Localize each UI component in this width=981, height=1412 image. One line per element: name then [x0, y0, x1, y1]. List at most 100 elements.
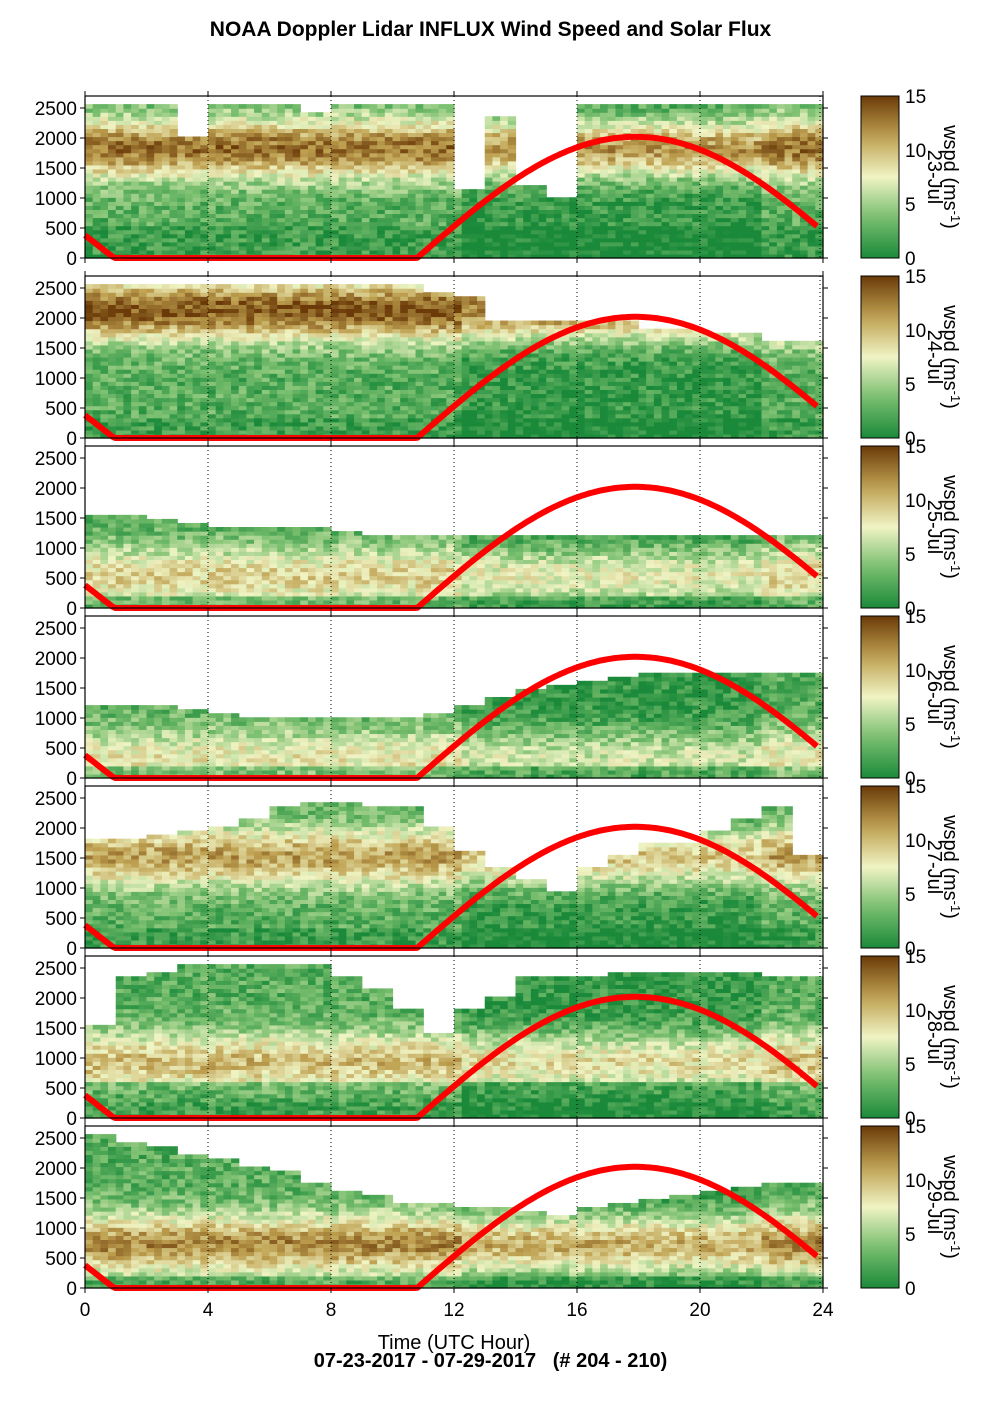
heatmap-cell	[769, 249, 778, 255]
heatmap-cell	[269, 373, 278, 378]
heatmap-cell	[569, 221, 578, 227]
heatmap-cell	[231, 401, 240, 407]
heatmap-cell	[108, 340, 117, 346]
heatmap-cell	[277, 172, 286, 178]
heatmap-cell	[753, 124, 763, 129]
heatmap-cell	[361, 284, 371, 289]
heatmap-cell	[300, 245, 309, 251]
heatmap-cell	[577, 221, 586, 227]
heatmap-cell	[192, 401, 201, 407]
heatmap-cell	[261, 421, 271, 427]
heatmap-cell	[776, 164, 786, 170]
heatmap-cell	[807, 140, 816, 146]
heatmap-cell	[799, 168, 809, 174]
heatmap-cell	[146, 304, 155, 309]
heatmap-cell	[361, 205, 371, 210]
heatmap-cell	[600, 201, 609, 206]
heatmap-cell	[338, 172, 347, 178]
heatmap-cell	[769, 245, 778, 251]
heatmap-cell	[723, 241, 732, 247]
heatmap-cell	[715, 148, 724, 154]
heatmap-cell	[300, 249, 309, 255]
heatmap-cell	[300, 189, 309, 194]
heatmap-cell	[776, 201, 786, 206]
heatmap-cell	[231, 144, 240, 150]
heatmap-cell	[584, 217, 593, 223]
heatmap-cell	[369, 320, 378, 326]
heatmap-cell	[215, 128, 224, 134]
heatmap-cell	[723, 221, 732, 227]
heatmap-cell	[607, 128, 617, 134]
heatmap-cell	[200, 152, 209, 158]
heatmap-cell	[161, 233, 171, 239]
heatmap-cell	[523, 201, 532, 206]
heatmap-cell	[300, 164, 309, 170]
heatmap-cell	[546, 221, 555, 227]
heatmap-cell	[223, 344, 232, 350]
heatmap-cell	[430, 108, 440, 113]
heatmap-cell	[123, 300, 132, 305]
heatmap-cell	[392, 296, 401, 301]
heatmap-cell	[738, 124, 747, 129]
heatmap-cell	[215, 164, 224, 170]
heatmap-cell	[307, 381, 317, 386]
heatmap-cell	[753, 108, 763, 113]
heatmap-cell	[354, 237, 363, 243]
heatmap-cell	[177, 233, 186, 239]
heatmap-cell	[231, 108, 240, 113]
heatmap-cell	[661, 164, 670, 170]
heatmap-cell	[346, 233, 355, 239]
heatmap-cell	[600, 104, 609, 109]
heatmap-cell	[753, 217, 763, 223]
heatmap-cell	[792, 225, 801, 231]
heatmap-cell	[454, 229, 463, 235]
heatmap-cell	[354, 332, 363, 338]
heatmap-cell	[138, 172, 148, 178]
heatmap-cell	[307, 292, 317, 297]
heatmap-cell	[177, 328, 186, 334]
heatmap-cell	[246, 185, 255, 190]
heatmap-cell	[607, 241, 617, 247]
heatmap-cell	[638, 128, 647, 134]
heatmap-cell	[100, 369, 109, 374]
heatmap-cell	[177, 168, 186, 174]
heatmap-cell	[146, 217, 155, 223]
heatmap-cell	[85, 168, 94, 174]
heatmap-cell	[792, 197, 801, 202]
heatmap-cell	[515, 245, 524, 251]
heatmap-cell	[492, 209, 501, 215]
heatmap-cell	[407, 237, 417, 243]
heatmap-cell	[653, 213, 663, 219]
heatmap-cell	[638, 177, 647, 182]
heatmap-cell	[515, 249, 524, 255]
heatmap-cell	[108, 185, 117, 190]
heatmap-cell	[446, 193, 455, 198]
heatmap-cell	[561, 201, 570, 206]
heatmap-cell	[131, 168, 140, 174]
heatmap-cell	[246, 405, 255, 411]
heatmap-cell	[131, 288, 140, 293]
heatmap-cell	[277, 381, 286, 386]
heatmap-cell	[108, 373, 117, 378]
heatmap-cell	[92, 104, 101, 109]
heatmap-cell	[246, 284, 255, 289]
heatmap-cell	[331, 429, 340, 435]
heatmap-cell	[646, 185, 655, 190]
heatmap-cell	[338, 348, 347, 354]
heatmap-cell	[154, 116, 163, 121]
heatmap-cell	[815, 164, 824, 170]
heatmap-cell	[300, 417, 309, 423]
heatmap-cell	[315, 304, 324, 309]
heatmap-cell	[592, 209, 601, 215]
heatmap-cell	[676, 160, 686, 166]
heatmap-cell	[177, 205, 186, 210]
heatmap-cell	[723, 128, 732, 134]
heatmap-cell	[323, 377, 332, 382]
heatmap-cell	[261, 316, 271, 322]
heatmap-cell	[307, 120, 317, 125]
heatmap-cell	[676, 225, 686, 231]
heatmap-cell	[769, 160, 778, 166]
heatmap-cell	[161, 425, 171, 431]
heatmap-cell	[723, 217, 732, 223]
heatmap-cell	[400, 229, 409, 235]
